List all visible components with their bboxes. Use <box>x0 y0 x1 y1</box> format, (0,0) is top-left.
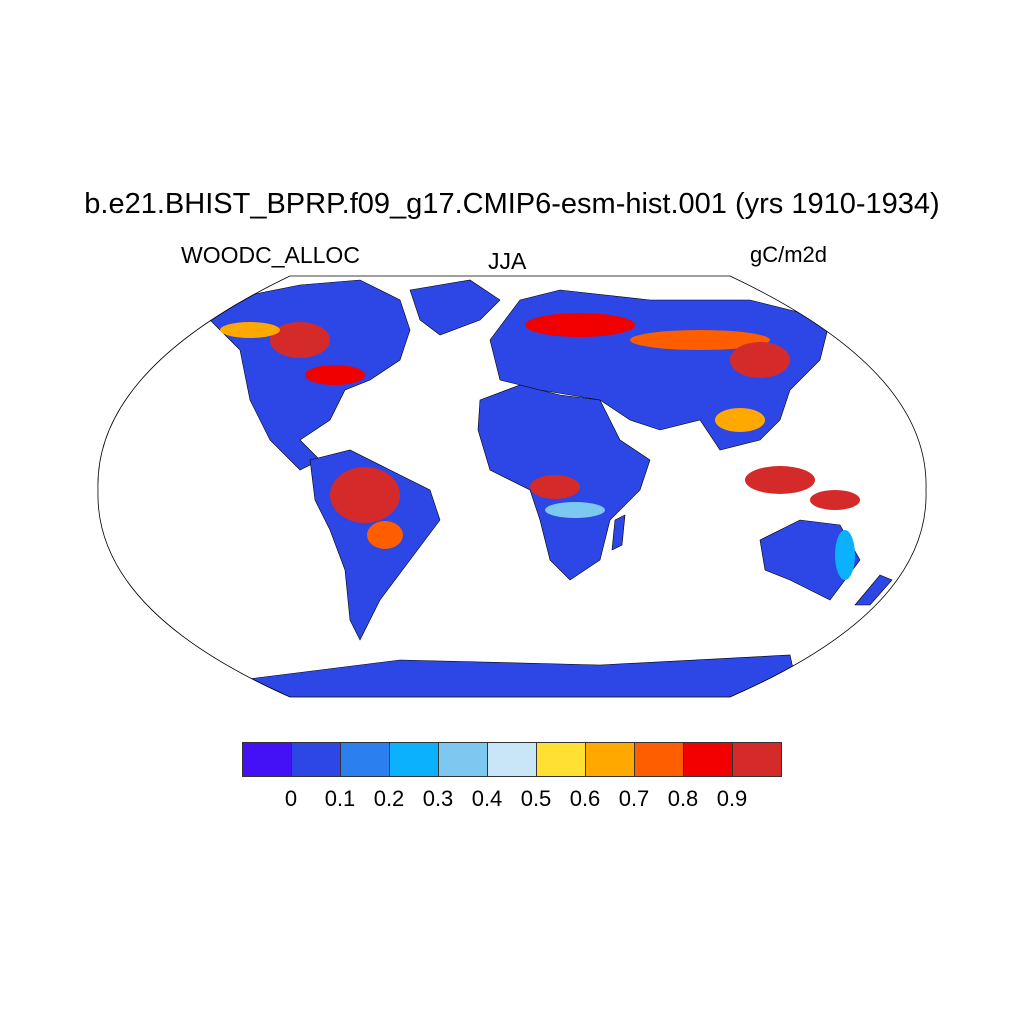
colorbar-swatch <box>635 743 684 776</box>
greenland <box>409 279 501 336</box>
colorbar-swatch <box>390 743 439 776</box>
colorbar-tick-label: 0.3 <box>422 786 454 811</box>
colorbar-swatch <box>439 743 488 776</box>
colorbar-swatch <box>292 743 341 776</box>
antarctica <box>229 654 801 697</box>
high-value-regions <box>220 313 860 580</box>
map-outline <box>97 275 927 698</box>
colorbar-swatch <box>684 743 733 776</box>
colorbar-labels: 0 0.1 0.2 0.3 0.4 0.5 0.6 0.7 0.8 0.9 <box>242 786 782 816</box>
colorbar-swatch <box>733 743 781 776</box>
colorbar <box>242 742 782 777</box>
colorbar-tick-label: 0.6 <box>569 786 601 811</box>
colorbar-tick-label: 0.8 <box>667 786 699 811</box>
colorbar-swatch <box>537 743 586 776</box>
plot-title: b.e21.BHIST_BPRP.f09_g17.CMIP6-esm-hist.… <box>84 188 940 220</box>
colorbar-swatch <box>243 743 292 776</box>
colorbar-tick-label: 0.9 <box>716 786 748 811</box>
colorbar-swatch <box>341 743 390 776</box>
variable-label: WOODC_ALLOC <box>181 242 360 268</box>
madagascar <box>611 514 626 551</box>
colorbar-swatch <box>586 743 635 776</box>
colorbar-tick-label: 0.4 <box>471 786 503 811</box>
colorbar-tick-label: 0 <box>284 786 298 811</box>
colorbar-tick-label: 0.7 <box>618 786 650 811</box>
new-zealand <box>854 574 893 606</box>
colorbar-tick-label: 0.2 <box>373 786 405 811</box>
colorbar-swatch <box>488 743 537 776</box>
units-label: gC/m2d <box>750 242 828 267</box>
land-areas <box>204 279 893 697</box>
colorbar-tick-label: 0.1 <box>324 786 356 811</box>
colorbar-tick-label: 0.5 <box>520 786 552 811</box>
season-label: JJA <box>488 248 527 274</box>
